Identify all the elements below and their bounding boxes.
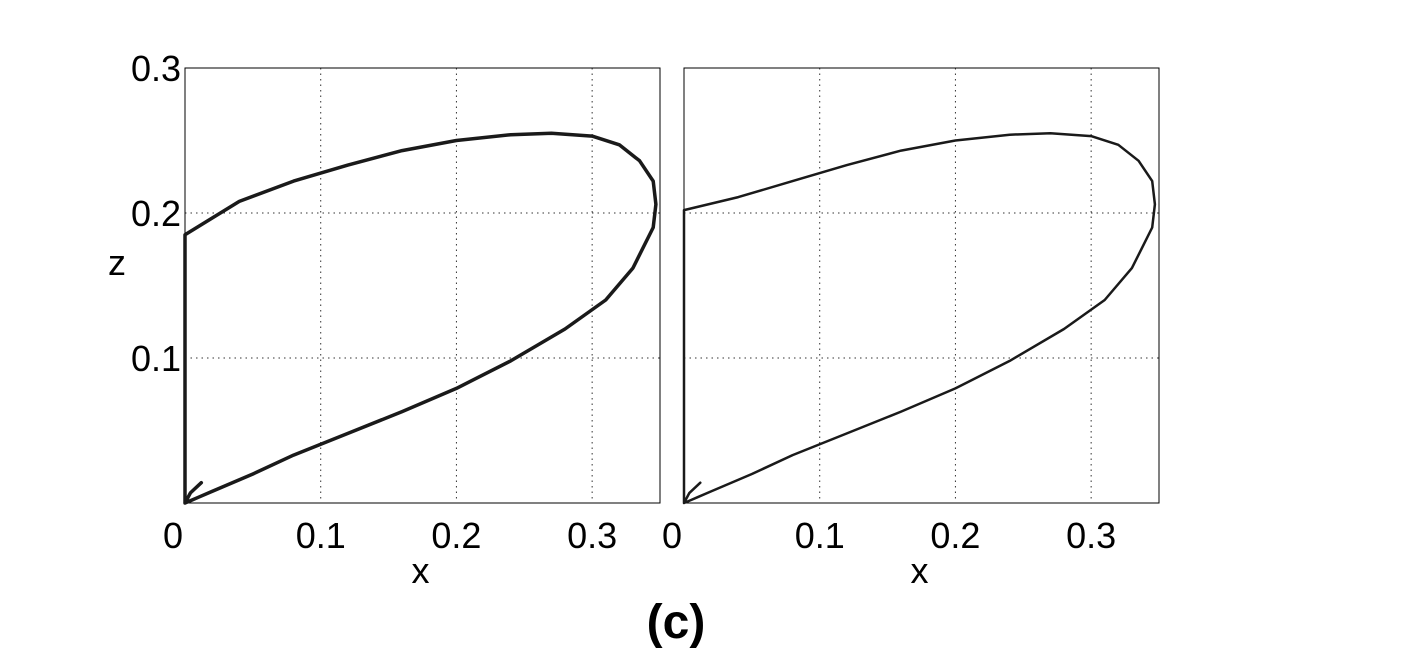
x-axis-label: x [412, 550, 430, 591]
x-tick-label: 0.1 [795, 515, 845, 556]
x-tick-label: 0 [662, 515, 682, 556]
x-axis-label: x [911, 550, 929, 591]
x-tick-label: 0.2 [930, 515, 980, 556]
figure-caption: (c) [647, 596, 706, 649]
right-panel: 0 0.1 0.2 0.3 x [662, 67, 1160, 591]
trajectory-line [682, 131, 1157, 505]
y-axis-label: z [108, 242, 126, 283]
x-tick-label: 0 [163, 515, 183, 556]
x-tick-label: 0.3 [1066, 515, 1116, 556]
y-tick-label: 0.3 [131, 48, 181, 89]
trajectory-line [183, 131, 658, 505]
x-tick-label: 0.3 [567, 515, 617, 556]
plot-frame [683, 67, 1160, 504]
plot-frame [184, 67, 661, 504]
left-panel: 0 0.1 0.2 0.3 0.1 0.2 0.3 x z [108, 48, 661, 591]
y-tick-label: 0.2 [131, 193, 181, 234]
y-tick-label: 0.1 [131, 338, 181, 379]
x-tick-label: 0.1 [296, 515, 346, 556]
x-tick-label: 0.2 [431, 515, 481, 556]
